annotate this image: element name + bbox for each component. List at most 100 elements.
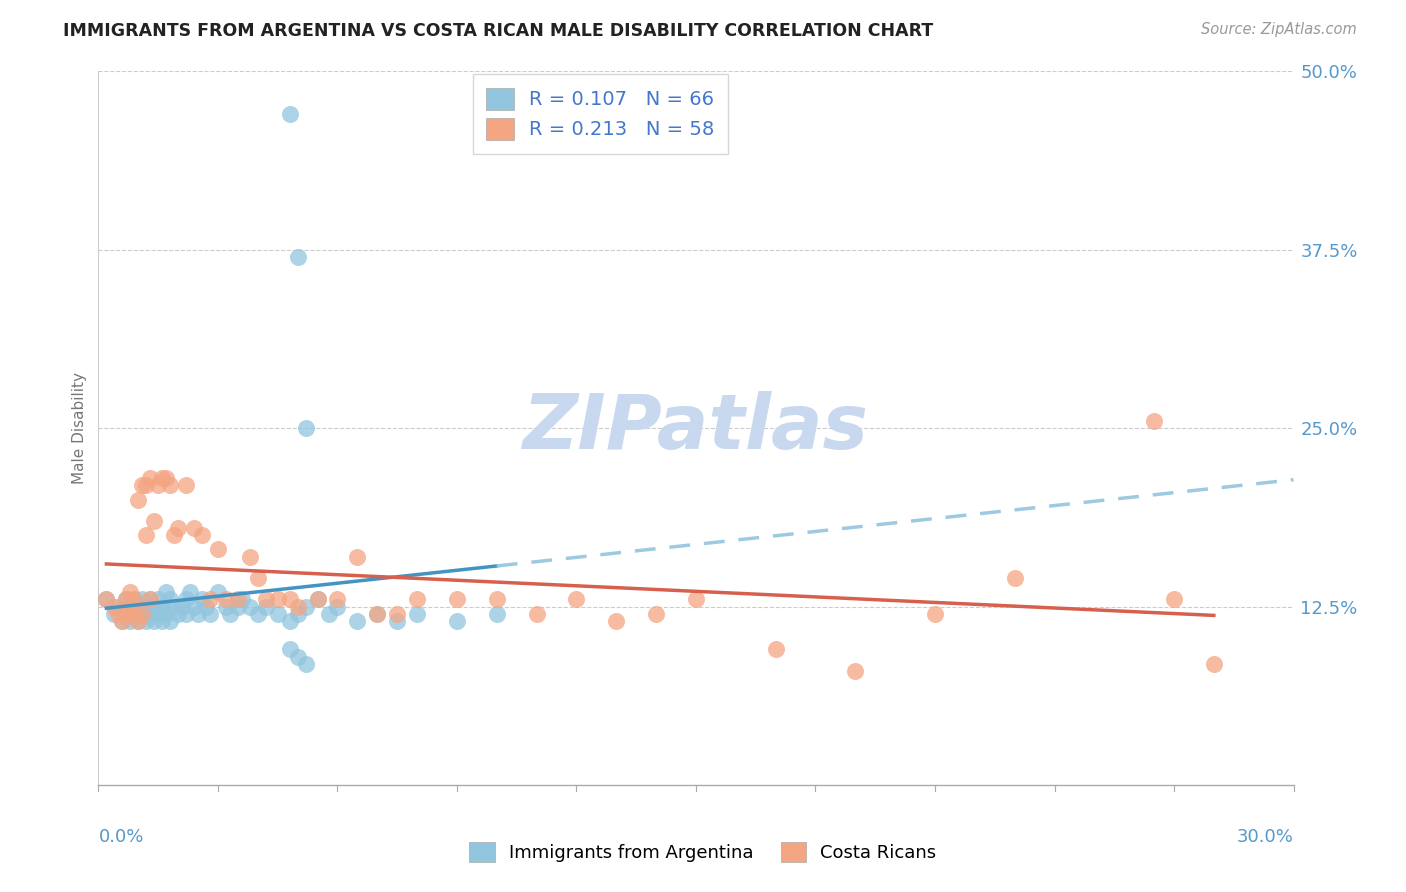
Point	[326, 599, 349, 614]
Point	[183, 599, 205, 614]
Point	[765, 642, 787, 657]
Point	[366, 607, 388, 621]
Point	[120, 614, 142, 628]
Point	[326, 592, 349, 607]
Point	[385, 607, 409, 621]
Point	[107, 599, 129, 614]
Legend: Immigrants from Argentina, Costa Ricans: Immigrants from Argentina, Costa Ricans	[463, 834, 943, 870]
Point	[96, 592, 118, 607]
Point	[207, 585, 229, 599]
Point	[96, 592, 118, 607]
Text: 0.0%: 0.0%	[98, 828, 143, 846]
Point	[131, 607, 153, 621]
Point	[446, 592, 468, 607]
Point	[287, 599, 309, 614]
Point	[115, 607, 138, 621]
Point	[131, 592, 153, 607]
Point	[267, 607, 290, 621]
Point	[198, 607, 221, 621]
Point	[485, 592, 508, 607]
Point	[246, 607, 269, 621]
Point	[346, 614, 368, 628]
Point	[278, 642, 301, 657]
Point	[195, 599, 218, 614]
Point	[127, 614, 149, 628]
Point	[239, 599, 262, 614]
Point	[231, 592, 253, 607]
Point	[924, 607, 946, 621]
Point	[159, 592, 181, 607]
Point	[246, 571, 269, 585]
Point	[191, 528, 214, 542]
Point	[159, 614, 181, 628]
Point	[172, 599, 194, 614]
Point	[294, 599, 316, 614]
Point	[446, 614, 468, 628]
Point	[219, 607, 242, 621]
Point	[150, 599, 173, 614]
Text: 30.0%: 30.0%	[1237, 828, 1294, 846]
Point	[131, 478, 153, 492]
Point	[174, 478, 197, 492]
Point	[287, 250, 309, 264]
Point	[565, 592, 588, 607]
Point	[179, 585, 201, 599]
Point	[215, 599, 238, 614]
Point	[155, 471, 177, 485]
Point	[844, 664, 866, 678]
Point	[107, 607, 129, 621]
Point	[1004, 571, 1026, 585]
Point	[167, 521, 190, 535]
Point	[685, 592, 707, 607]
Point	[287, 607, 309, 621]
Point	[406, 592, 429, 607]
Point	[215, 592, 238, 607]
Point	[120, 599, 142, 614]
Y-axis label: Male Disability: Male Disability	[72, 372, 87, 484]
Point	[294, 421, 316, 435]
Point	[207, 542, 229, 557]
Point	[163, 599, 186, 614]
Point	[150, 614, 173, 628]
Point	[278, 592, 301, 607]
Point	[135, 599, 157, 614]
Point	[183, 521, 205, 535]
Text: Source: ZipAtlas.com: Source: ZipAtlas.com	[1201, 22, 1357, 37]
Point	[150, 471, 173, 485]
Point	[278, 107, 301, 121]
Point	[115, 592, 138, 607]
Point	[159, 478, 181, 492]
Point	[406, 607, 429, 621]
Point	[124, 607, 146, 621]
Point	[111, 614, 134, 628]
Point	[485, 607, 508, 621]
Point	[155, 607, 177, 621]
Point	[605, 614, 627, 628]
Point	[139, 592, 162, 607]
Point	[526, 607, 548, 621]
Legend: R = 0.107   N = 66, R = 0.213   N = 58: R = 0.107 N = 66, R = 0.213 N = 58	[472, 74, 728, 153]
Point	[191, 592, 214, 607]
Point	[111, 614, 134, 628]
Point	[139, 471, 162, 485]
Point	[115, 607, 138, 621]
Point	[645, 607, 668, 621]
Point	[1202, 657, 1225, 671]
Point	[318, 607, 340, 621]
Point	[174, 607, 197, 621]
Point	[120, 585, 142, 599]
Point	[226, 592, 249, 607]
Point	[346, 549, 368, 564]
Point	[174, 592, 197, 607]
Point	[239, 549, 262, 564]
Text: ZIPatlas: ZIPatlas	[523, 392, 869, 465]
Point	[148, 592, 170, 607]
Point	[385, 614, 409, 628]
Point	[127, 614, 149, 628]
Point	[278, 614, 301, 628]
Point	[135, 478, 157, 492]
Point	[254, 592, 277, 607]
Point	[139, 607, 162, 621]
Point	[1143, 414, 1166, 428]
Point	[287, 649, 309, 664]
